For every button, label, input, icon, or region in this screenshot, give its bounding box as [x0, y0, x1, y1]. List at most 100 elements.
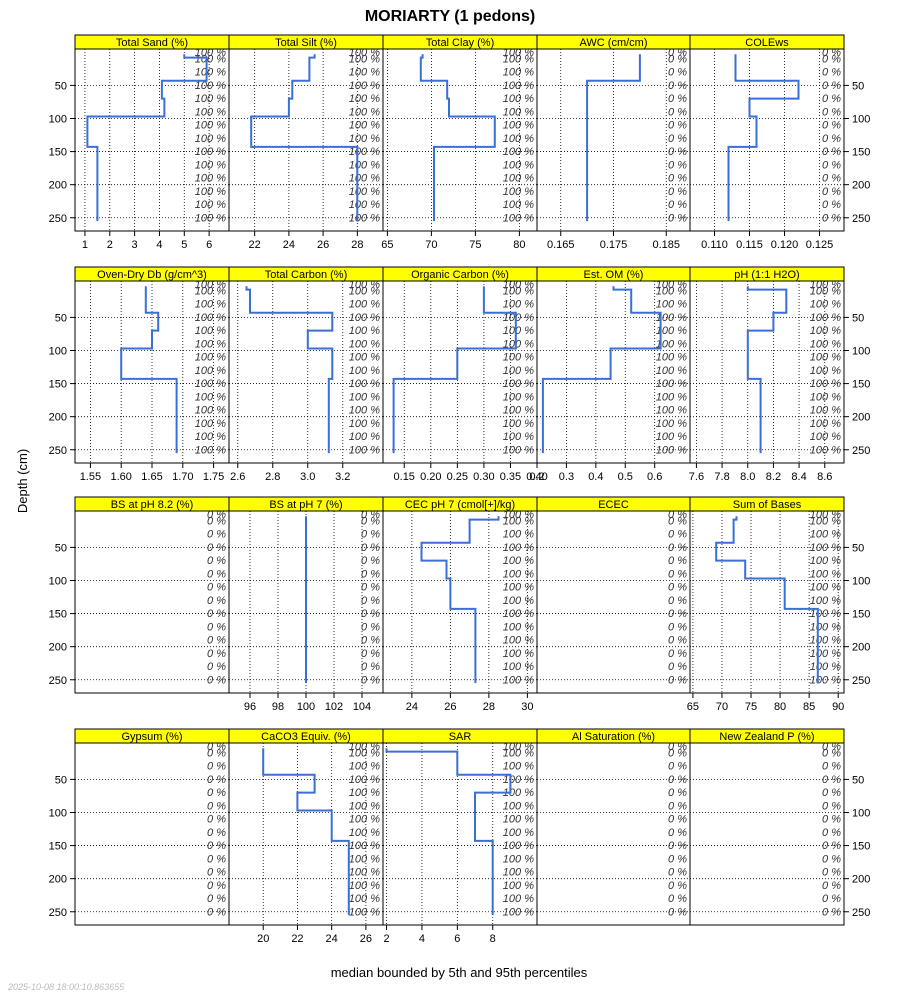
- panels-layer: Total Sand (%)100 %100 %100 %100 %100 %1…: [49, 34, 870, 945]
- percent-label: 0 %: [207, 800, 226, 812]
- percent-label: 100 %: [195, 186, 226, 198]
- percent-label: 0 %: [668, 741, 687, 753]
- percent-label: 100 %: [349, 814, 380, 826]
- percent-label: 100 %: [810, 431, 841, 443]
- percent-label: 100 %: [810, 582, 841, 594]
- percent-label: 100 %: [503, 814, 534, 826]
- y-tick-label: 250: [852, 907, 870, 919]
- y-tick-label: 200: [49, 180, 67, 192]
- percent-label: 0 %: [668, 53, 687, 65]
- panel-border: [74, 742, 230, 926]
- x-tick-label: 24: [326, 933, 338, 945]
- x-tick-label: 104: [353, 701, 371, 713]
- x-tick-label: 6: [454, 933, 460, 945]
- x-tick-label: 24: [406, 701, 418, 713]
- x-tick-label: 8.4: [791, 471, 806, 483]
- percent-label: 0 %: [668, 555, 687, 567]
- percent-label: 100 %: [810, 674, 841, 686]
- percent-label: 0 %: [361, 529, 380, 541]
- y-tick-label: 150: [49, 379, 67, 391]
- percent-label: 100 %: [349, 906, 380, 918]
- percent-label: 0 %: [822, 787, 841, 799]
- percent-label: 100 %: [195, 312, 226, 324]
- percent-label: 100 %: [349, 800, 380, 812]
- percent-label: 0 %: [822, 800, 841, 812]
- x-tick-label: 0.5: [618, 471, 633, 483]
- percent-label: 0 %: [668, 674, 687, 686]
- y-tick-label: 100: [49, 575, 67, 587]
- percent-label: 100 %: [656, 431, 687, 443]
- percent-label: 0 %: [207, 529, 226, 541]
- percent-label: 0 %: [361, 515, 380, 527]
- percent-label: 100 %: [810, 365, 841, 377]
- y-tick-label: 150: [49, 841, 67, 853]
- median-line: [715, 516, 819, 684]
- percent-label: 100 %: [503, 93, 534, 105]
- y-tick-label: 200: [852, 642, 870, 654]
- x-tick-label: 1.55: [80, 471, 101, 483]
- percent-label: 100 %: [656, 418, 687, 430]
- x-tick-label: 22: [249, 239, 261, 251]
- percent-label: 0 %: [668, 906, 687, 918]
- percent-label: 100 %: [195, 53, 226, 65]
- panel: Total Sand (%)100 %100 %100 %100 %100 %1…: [49, 34, 230, 251]
- percent-label: 100 %: [503, 906, 534, 918]
- percent-label: 100 %: [195, 405, 226, 417]
- percent-label: 100 %: [195, 47, 226, 59]
- percent-label: 0 %: [822, 761, 841, 773]
- panel-title: SAR: [449, 731, 472, 743]
- percent-label: 100 %: [349, 405, 380, 417]
- panel-border: [689, 510, 845, 694]
- percent-label: 0 %: [668, 774, 687, 786]
- percent-label: 100 %: [503, 582, 534, 594]
- percent-label: 0 %: [668, 608, 687, 620]
- percent-label: 0 %: [668, 787, 687, 799]
- percent-label: 100 %: [810, 285, 841, 297]
- x-tick-label: 22: [291, 933, 303, 945]
- percent-label: 0 %: [668, 47, 687, 59]
- percent-label: 100 %: [503, 648, 534, 660]
- percent-label: 100 %: [349, 787, 380, 799]
- percent-label: 0 %: [207, 621, 226, 633]
- percent-label: 100 %: [503, 661, 534, 673]
- percent-label: 0 %: [668, 661, 687, 673]
- percent-label: 100 %: [349, 418, 380, 430]
- percent-label: 0 %: [668, 146, 687, 158]
- percent-label: 100 %: [349, 431, 380, 443]
- percent-label: 100 %: [810, 279, 841, 291]
- percent-label: 100 %: [503, 595, 534, 607]
- percent-label: 100 %: [656, 405, 687, 417]
- percent-label: 100 %: [656, 444, 687, 456]
- panel: Organic Carbon (%)100 %100 %100 %100 %10…: [382, 266, 548, 483]
- percent-label: 0 %: [207, 827, 226, 839]
- percent-label: 0 %: [207, 880, 226, 892]
- percent-label: 0 %: [668, 761, 687, 773]
- percent-label: 100 %: [503, 568, 534, 580]
- percent-label: 0 %: [668, 893, 687, 905]
- percent-label: 0 %: [361, 555, 380, 567]
- percent-label: 0 %: [668, 814, 687, 826]
- x-tick-label: 75: [469, 239, 481, 251]
- percent-label: 0 %: [822, 827, 841, 839]
- percent-label: 0 %: [668, 67, 687, 79]
- percent-label: 100 %: [349, 47, 380, 59]
- percent-label: 100 %: [656, 365, 687, 377]
- percent-label: 100 %: [349, 867, 380, 879]
- y-tick-label: 50: [55, 312, 67, 324]
- percent-label: 100 %: [810, 418, 841, 430]
- x-tick-label: 1.60: [110, 471, 131, 483]
- x-tick-label: 70: [716, 701, 728, 713]
- percent-label: 0 %: [822, 80, 841, 92]
- x-tick-label: 102: [325, 701, 343, 713]
- percent-label: 100 %: [349, 747, 380, 759]
- x-tick-label: 85: [803, 701, 815, 713]
- percent-label: 100 %: [503, 405, 534, 417]
- percent-label: 100 %: [195, 431, 226, 443]
- median-line: [419, 54, 496, 222]
- percent-label: 100 %: [656, 299, 687, 311]
- percent-label: 100 %: [503, 515, 534, 527]
- y-tick-label: 200: [49, 412, 67, 424]
- y-tick-label: 150: [49, 609, 67, 621]
